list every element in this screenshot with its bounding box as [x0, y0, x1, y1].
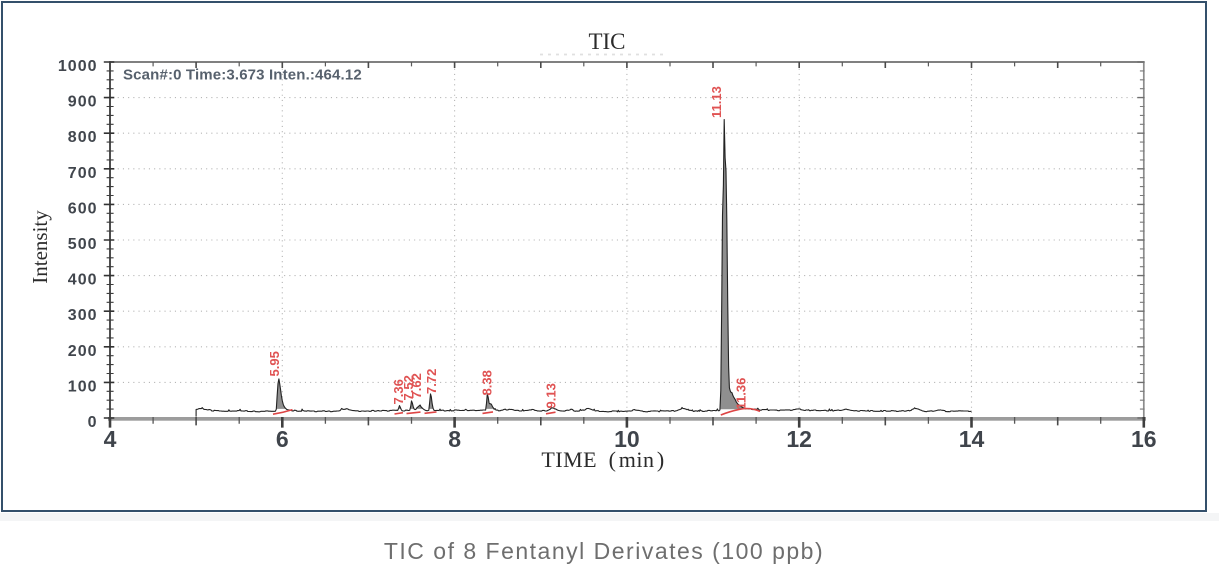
- svg-text:700: 700: [68, 165, 98, 182]
- svg-text:11.13: 11.13: [709, 86, 724, 118]
- svg-text:11.36: 11.36: [734, 378, 749, 410]
- svg-text:16: 16: [1131, 426, 1157, 452]
- svg-text:7.52: 7.52: [401, 375, 416, 400]
- svg-text:Intensity: Intensity: [28, 210, 52, 284]
- svg-text:400: 400: [68, 272, 98, 289]
- svg-text:600: 600: [68, 200, 98, 217]
- svg-text:100: 100: [68, 378, 98, 395]
- svg-text:4: 4: [104, 426, 117, 452]
- svg-text:8.38: 8.38: [480, 370, 495, 395]
- svg-text:300: 300: [68, 307, 98, 324]
- svg-text:9.13: 9.13: [544, 383, 559, 408]
- svg-text:500: 500: [68, 236, 98, 253]
- svg-text:TIME ( min ): TIME ( min ): [541, 447, 664, 472]
- svg-text:7.62: 7.62: [409, 373, 424, 398]
- svg-text:900: 900: [68, 94, 98, 111]
- svg-text:800: 800: [68, 129, 98, 146]
- svg-text:14: 14: [959, 426, 985, 452]
- svg-text:0: 0: [88, 414, 98, 431]
- svg-text:1000: 1000: [58, 58, 98, 75]
- svg-text:12: 12: [786, 426, 812, 452]
- svg-text:TIC: TIC: [588, 29, 625, 54]
- svg-text:Scan#:0 Time:3.673 Inten.:464.: Scan#:0 Time:3.673 Inten.:464.12: [123, 67, 362, 84]
- svg-text:7.36: 7.36: [391, 379, 406, 404]
- svg-text:200: 200: [68, 343, 98, 360]
- svg-text:5.95: 5.95: [267, 351, 282, 376]
- svg-text:6: 6: [276, 426, 289, 452]
- svg-text:8: 8: [448, 426, 461, 452]
- svg-text:10: 10: [614, 426, 640, 452]
- svg-text:7.72: 7.72: [424, 369, 439, 394]
